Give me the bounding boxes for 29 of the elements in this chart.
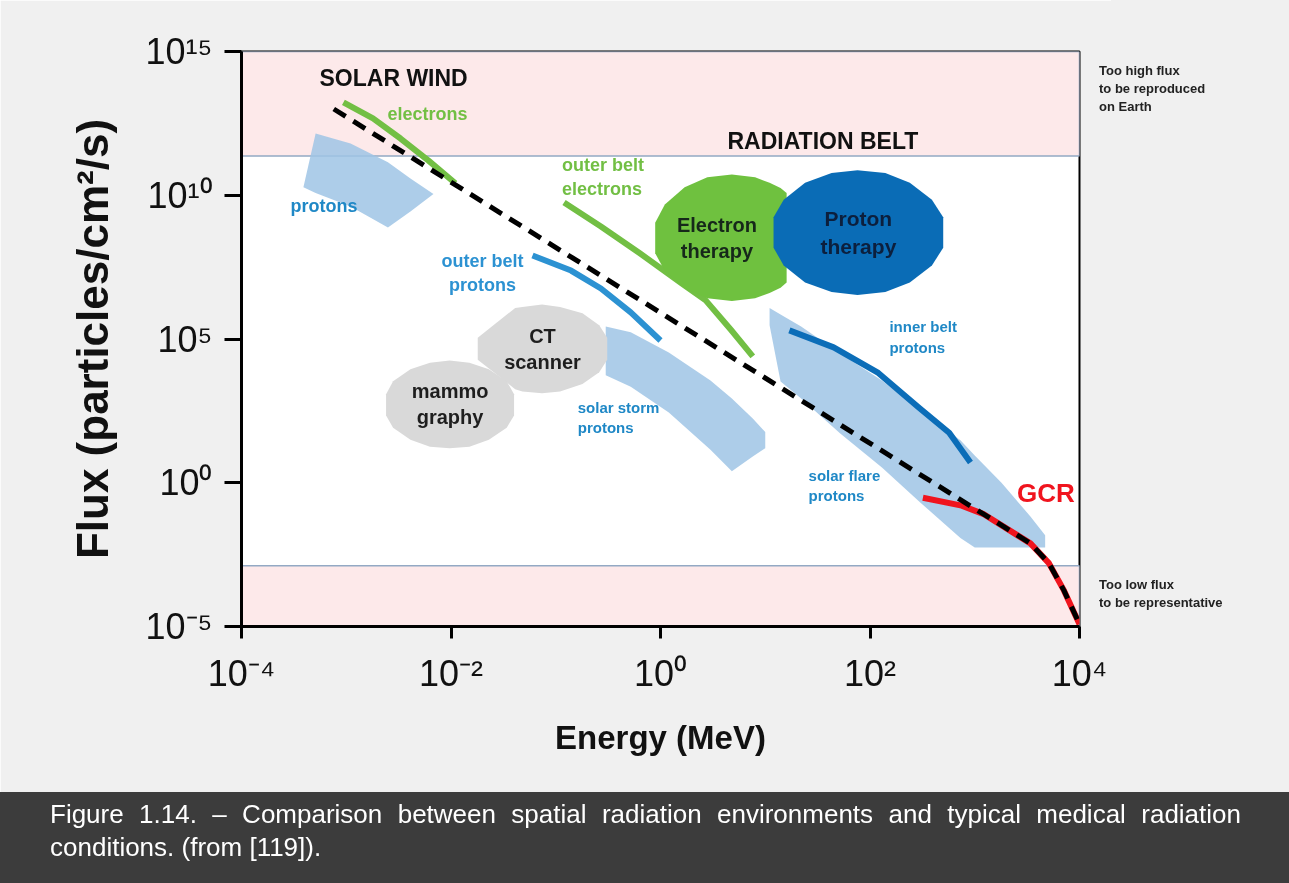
x-tick-label: 10⁰ xyxy=(633,652,688,694)
caption: Figure 1.14. – Comparison between spatial radiation environments and typical medical radiation conditions. (from [119]). xyxy=(0,792,1289,883)
series-label: electrons xyxy=(387,104,468,125)
x-tick-label: 10⁻² xyxy=(418,652,484,694)
y-tick-label: 10⁻⁵ xyxy=(145,606,213,647)
text: Electron therapy xyxy=(676,213,757,262)
text: CT scanner xyxy=(504,324,582,373)
x-tick-label: 10⁴ xyxy=(1051,652,1108,694)
series-label: outer belt protons xyxy=(441,250,524,295)
x-tick-label: 10⁻⁴ xyxy=(207,652,276,694)
annotation: SOLAR WIND xyxy=(319,64,468,91)
text: solar storm protons xyxy=(577,398,660,436)
y-tick-label: 10¹⁰ xyxy=(147,174,213,216)
series-label: inner belt protons xyxy=(889,318,957,356)
text: solar flare protons xyxy=(808,466,881,505)
series-label: outer belt electrons xyxy=(562,155,645,200)
x-tick-label: 10² xyxy=(843,652,897,694)
annotation: RADIATION BELT xyxy=(727,127,919,154)
y-tick-label: 10⁵ xyxy=(157,318,213,360)
series-label: GCR xyxy=(1016,477,1075,508)
y-tick-label: 10¹⁵ xyxy=(145,31,213,72)
y-tick-label: 10⁰ xyxy=(159,462,213,504)
band-label: Too low flux to be representative xyxy=(1099,576,1223,612)
x-axis-title: Energy (MeV) xyxy=(555,718,766,756)
text: Proton therapy xyxy=(820,207,897,258)
band-label: Too high flux to be reproduced on Earth xyxy=(1099,62,1206,116)
text: protons xyxy=(290,196,358,217)
y-axis-title: Flux (particles/cm²/s) xyxy=(67,118,117,560)
text: mammo graphy xyxy=(411,380,489,429)
